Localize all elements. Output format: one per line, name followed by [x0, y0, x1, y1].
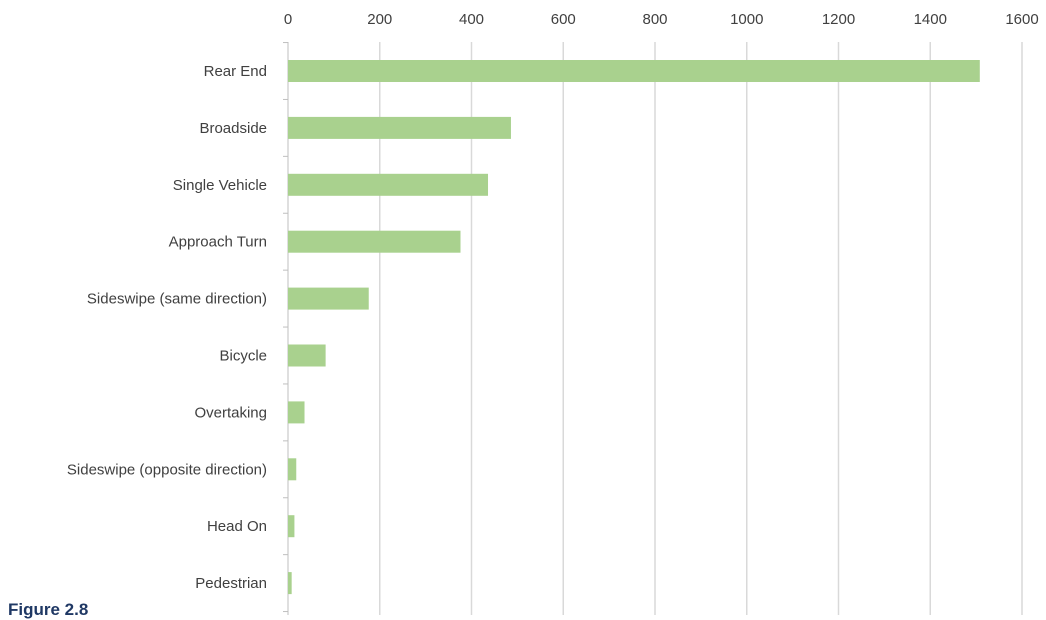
x-tick-label: 1000 [730, 11, 763, 28]
bar [288, 515, 295, 538]
category-label: Bicycle [219, 348, 267, 365]
category-label: Sideswipe (same direction) [87, 291, 267, 308]
x-tick-label: 1200 [822, 11, 855, 28]
bar [288, 572, 292, 595]
bar [288, 401, 305, 424]
category-label: Single Vehicle [173, 177, 267, 194]
figure-caption: Figure 2.8 [8, 600, 89, 619]
x-tick-label: 1400 [914, 11, 947, 28]
category-label: Broadside [199, 120, 267, 137]
x-tick-label: 600 [551, 11, 576, 28]
bar [288, 116, 511, 139]
bar [288, 287, 369, 310]
x-tick-label: 0 [284, 11, 292, 28]
bar [288, 230, 461, 253]
x-tick-label: 200 [367, 11, 392, 28]
bar [288, 173, 489, 196]
x-axis-tick-labels: 0 200 400 600 800 1000 1200 1400 1600 [284, 11, 1039, 28]
bar [288, 344, 326, 367]
bar [288, 458, 297, 481]
bars [288, 60, 980, 595]
x-tick-label: 800 [642, 11, 667, 28]
category-label: Pedestrian [195, 575, 267, 592]
x-tick-label: 1600 [1005, 11, 1038, 28]
x-tick-label: 400 [459, 11, 484, 28]
category-label: Head On [207, 518, 267, 535]
category-label: Approach Turn [169, 234, 267, 251]
category-label: Rear End [204, 63, 267, 80]
bar [288, 60, 980, 82]
category-labels: Rear End Broadside Single Vehicle Approach … [67, 42, 288, 613]
category-label: Overtaking [194, 404, 267, 421]
category-label: Sideswipe (opposite direction) [67, 461, 267, 478]
